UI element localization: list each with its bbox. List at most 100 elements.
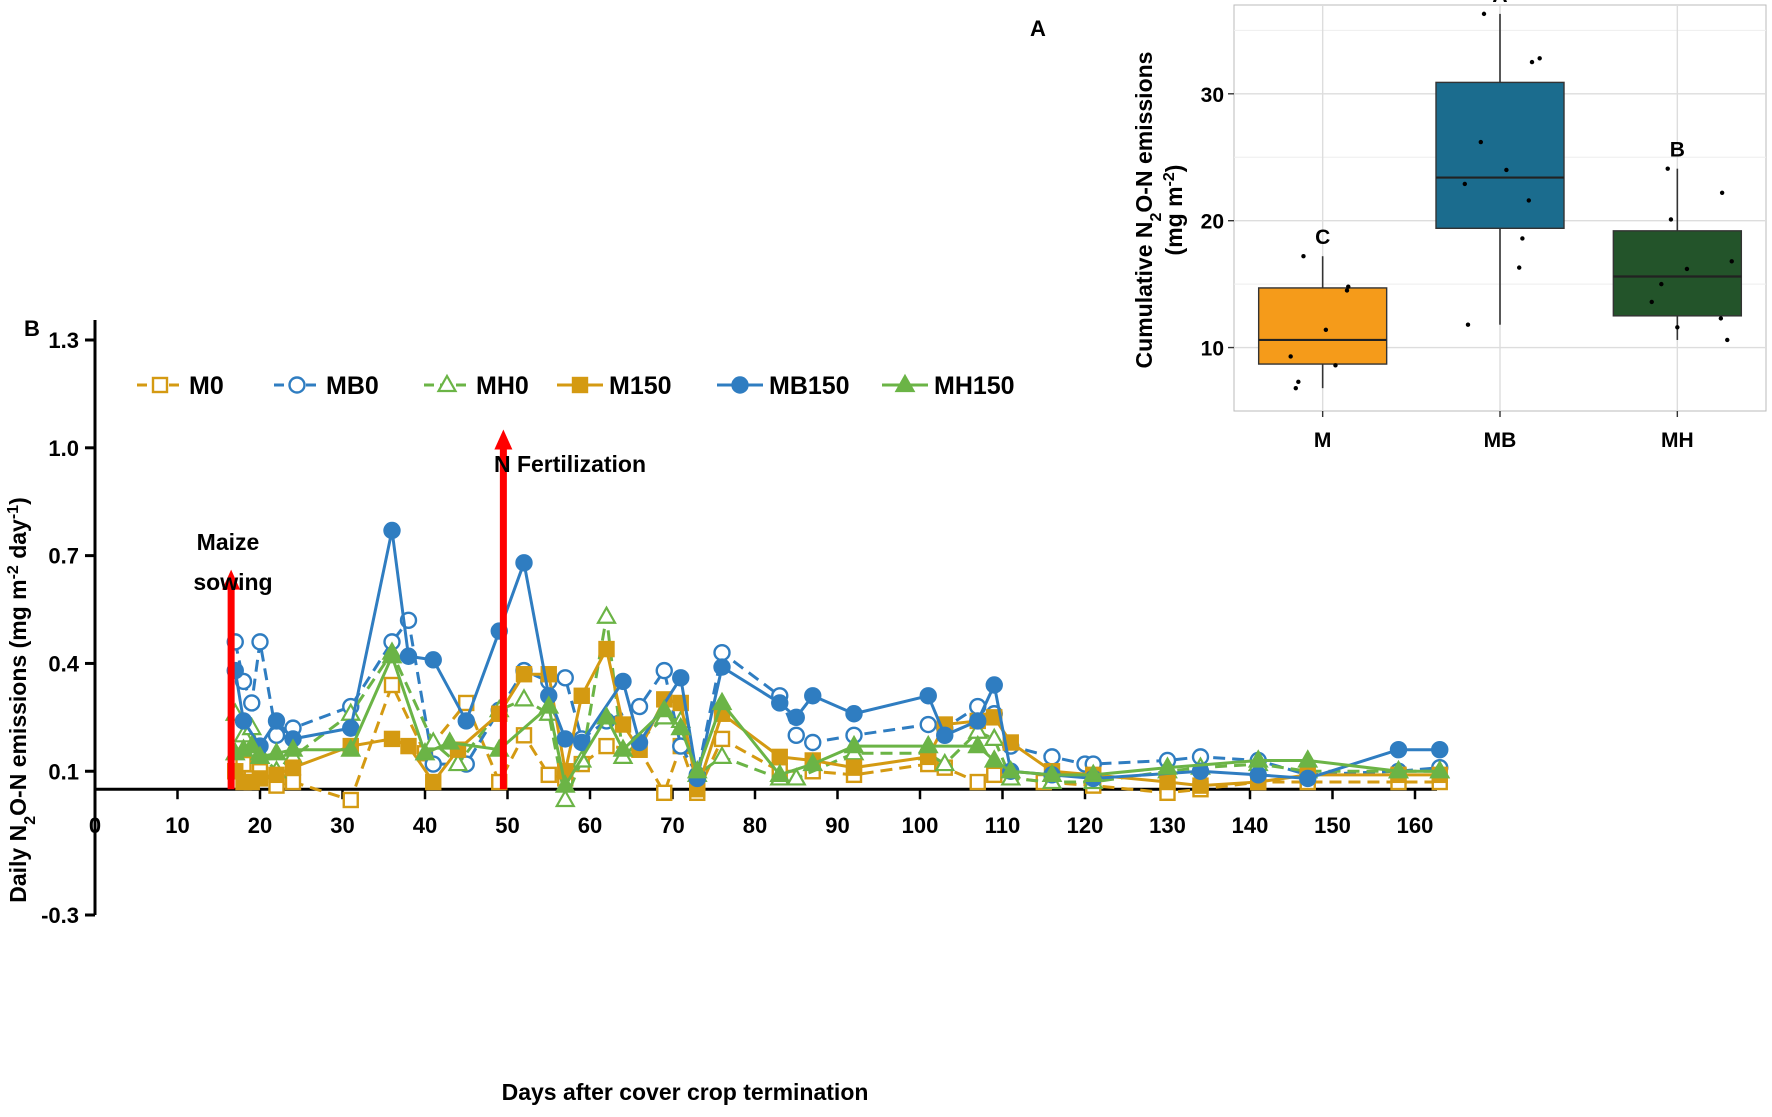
data-point <box>554 788 576 808</box>
maize-sowing-label-line2: sowing <box>193 569 272 595</box>
data-point <box>556 669 574 687</box>
data-point <box>771 694 789 712</box>
x-tick-label: 110 <box>985 813 1021 838</box>
data-point <box>1301 254 1306 259</box>
data-point <box>1323 327 1329 332</box>
x-tick-label: M <box>1314 429 1332 452</box>
legend-marker <box>731 376 749 394</box>
y-tick-label: 1.0 <box>48 436 79 461</box>
data-point <box>340 738 362 757</box>
data-point <box>381 645 403 664</box>
box-m: C <box>1257 226 1388 391</box>
data-point <box>342 719 360 737</box>
data-point <box>630 697 649 716</box>
y-tick-label: 30 <box>1201 84 1224 107</box>
n-fertilization-label: N Fertilization <box>494 451 646 477</box>
x-tick-label: 140 <box>1232 813 1269 838</box>
data-point <box>573 687 590 704</box>
data-point <box>936 726 954 745</box>
legend-marker <box>571 376 589 394</box>
data-point <box>1388 760 1409 779</box>
box-mb: A <box>1435 0 1565 327</box>
data-point <box>804 733 822 752</box>
box-iqr <box>1435 81 1565 230</box>
data-point <box>1520 236 1525 241</box>
data-point <box>1537 56 1542 61</box>
box-mh: B <box>1612 139 1743 343</box>
data-point <box>399 647 418 665</box>
data-point <box>414 742 436 761</box>
data-point <box>917 734 939 754</box>
y-tick-label: 0.1 <box>48 759 79 784</box>
data-point <box>596 605 617 624</box>
linechart-x-axis-label: Days after cover crop termination <box>502 1079 869 1105</box>
linechart-series <box>224 521 1451 809</box>
data-point <box>1293 385 1298 391</box>
data-point <box>656 784 673 802</box>
linechart-y-axis-label: Daily N2O-N emissions (mg m-2 day-1) <box>5 497 39 903</box>
data-point <box>983 727 1005 747</box>
data-point <box>268 766 285 784</box>
panel-a-boxplot: A C A B 10 20 30 M MB MH Cumulative N2O-N emiss… <box>1030 0 1767 452</box>
x-tick-label: MH <box>1661 429 1694 452</box>
data-point <box>713 643 731 662</box>
data-point <box>1659 281 1664 287</box>
data-point <box>251 633 269 651</box>
data-point <box>267 712 286 730</box>
series-line-m0 <box>234 683 1440 802</box>
x-tick-label: 150 <box>1314 813 1351 838</box>
legend-item-m0: M0 <box>137 372 224 400</box>
data-point <box>713 730 731 748</box>
data-point <box>711 745 733 764</box>
data-point <box>1665 166 1670 171</box>
data-point <box>787 708 805 727</box>
significance-letter: B <box>1670 139 1685 162</box>
data-point <box>845 705 863 723</box>
data-point <box>1159 773 1176 791</box>
data-point <box>1389 740 1408 759</box>
data-point <box>241 734 263 754</box>
legend-marker <box>288 376 306 394</box>
data-point <box>1249 766 1267 784</box>
legend-item-mh0: MH0 <box>424 372 529 400</box>
legend-marker <box>436 373 458 393</box>
x-tick-label: 70 <box>660 813 684 838</box>
data-point <box>1668 217 1674 222</box>
linechart-axes: -0.3 0.1 0.4 0.7 1.0 1.3 0 10 20 30 40 50 60 70 80 90 10… <box>41 320 1437 928</box>
legend-label: M150 <box>609 372 672 400</box>
box-iqr <box>1612 230 1743 317</box>
data-point <box>1000 760 1022 779</box>
significance-letter: A <box>1492 0 1507 7</box>
data-point <box>457 712 475 730</box>
data-point <box>1675 325 1680 330</box>
data-point <box>969 712 987 730</box>
data-point <box>1192 777 1209 794</box>
data-point <box>598 640 615 658</box>
data-point <box>672 669 690 687</box>
data-point <box>284 773 302 791</box>
legend-label: MB150 <box>769 372 850 400</box>
data-point <box>1462 181 1468 187</box>
data-point <box>983 749 1005 768</box>
x-tick-label: 120 <box>1067 813 1104 838</box>
x-tick-label: 60 <box>578 813 602 838</box>
data-point <box>513 688 535 707</box>
y-tick-label: 1.3 <box>48 328 79 353</box>
legend-label: MH0 <box>476 372 529 400</box>
data-point <box>1297 749 1319 768</box>
data-point <box>967 734 989 754</box>
data-point <box>573 733 591 752</box>
data-point <box>1504 167 1509 173</box>
data-point <box>1517 265 1522 270</box>
data-point <box>769 763 791 782</box>
data-point <box>251 770 269 787</box>
data-point <box>515 554 533 572</box>
data-point <box>670 716 692 736</box>
data-point <box>282 738 304 757</box>
data-point <box>540 766 557 784</box>
data-point <box>1431 740 1449 759</box>
data-point <box>1043 748 1061 766</box>
x-tick-label: 50 <box>495 813 519 838</box>
data-point <box>1725 337 1730 343</box>
